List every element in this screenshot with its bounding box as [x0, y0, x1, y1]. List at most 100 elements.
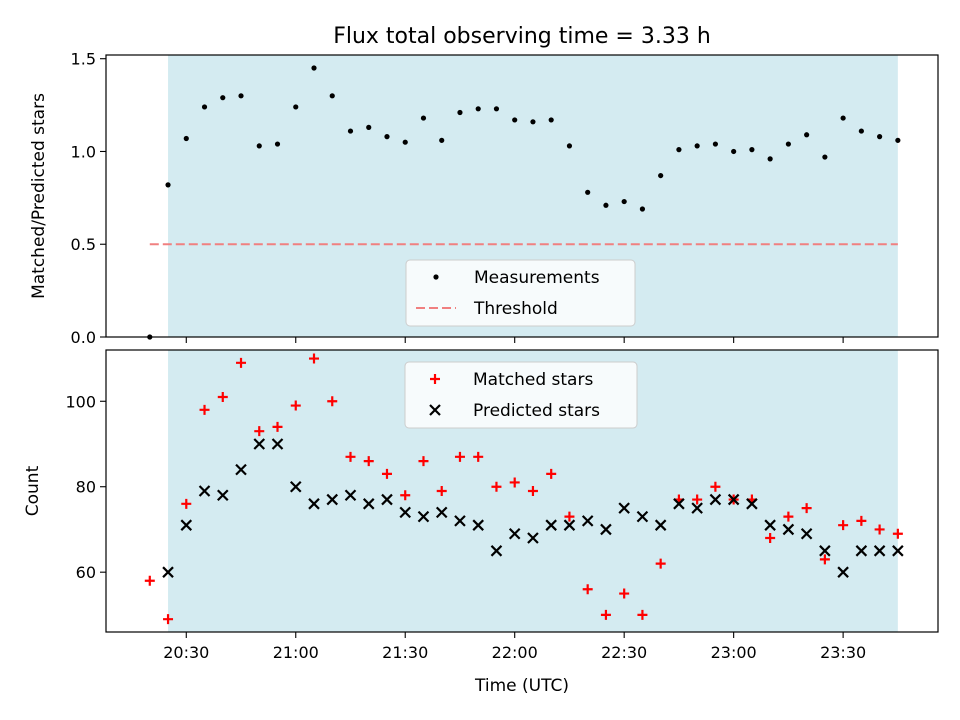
data-point	[420, 115, 427, 121]
data-point	[366, 124, 372, 130]
data-point	[454, 451, 465, 462]
data-point	[710, 481, 721, 492]
legend-marker	[430, 374, 440, 384]
data-point	[362, 498, 375, 510]
legend-marker	[429, 404, 441, 416]
data-point	[512, 117, 518, 123]
legend-marker	[433, 274, 439, 280]
data-point	[785, 141, 791, 147]
data-point	[691, 502, 703, 514]
data-point	[289, 480, 302, 493]
y-tick-label: 1.0	[71, 142, 96, 161]
x-tick-label: 22:00	[492, 643, 538, 662]
data-point	[673, 498, 685, 510]
data-point	[345, 451, 356, 462]
data-point	[637, 609, 648, 620]
axes-frame	[105, 54, 939, 338]
data-point	[636, 510, 649, 523]
data-point	[546, 468, 557, 479]
data-point	[436, 486, 447, 496]
y-tick-label: 0.5	[71, 235, 96, 254]
data-point	[654, 519, 667, 531]
legend-box	[404, 361, 638, 429]
data-point	[308, 498, 320, 510]
data-point	[639, 206, 646, 212]
axes-frame	[105, 349, 939, 633]
data-point	[545, 519, 557, 531]
x-tick-label: 21:00	[273, 643, 319, 662]
data-point	[220, 95, 226, 101]
data-point	[493, 106, 500, 112]
data-point	[822, 154, 828, 160]
data-point	[530, 119, 536, 125]
data-point	[473, 451, 484, 462]
data-point	[895, 137, 901, 143]
data-point	[509, 477, 520, 488]
data-point	[490, 545, 503, 557]
x-tick-label: 20:30	[163, 643, 209, 662]
data-point	[566, 143, 573, 149]
data-point	[472, 519, 484, 531]
data-point	[309, 353, 319, 364]
data-point	[764, 519, 776, 531]
data-point	[838, 520, 849, 531]
data-point	[435, 506, 448, 519]
data-point	[238, 93, 244, 99]
data-point	[381, 468, 392, 479]
top-panel-ratio: 0.0 0.5 1.0 1.5 Matched/Predicted stars Measu…	[29, 50, 939, 347]
data-point	[892, 528, 903, 539]
data-point	[271, 438, 284, 450]
data-point	[874, 524, 885, 535]
y-axis-label: Count	[23, 465, 43, 516]
data-point	[198, 485, 211, 497]
data-point	[384, 134, 390, 140]
data-point	[585, 189, 591, 195]
y-tick-label: 80	[76, 478, 96, 497]
data-point	[800, 527, 813, 540]
data-point	[199, 404, 210, 415]
data-point	[163, 614, 174, 625]
data-point	[235, 463, 247, 476]
y-tick-label: 0.0	[71, 328, 96, 347]
figure-title: Flux total observing time = 3.33 h	[333, 24, 711, 49]
data-point	[236, 357, 247, 368]
y-axis-label: Matched/Predicted stars	[29, 93, 49, 299]
data-point	[727, 493, 740, 506]
legend-label: Predicted stars	[473, 401, 600, 421]
data-point	[603, 202, 609, 208]
data-point	[274, 141, 281, 147]
y-tick-label: 100	[65, 392, 96, 411]
data-point	[676, 147, 682, 153]
data-point	[819, 545, 831, 557]
data-point	[709, 493, 722, 506]
data-point	[582, 584, 593, 595]
data-point	[326, 493, 339, 506]
data-point	[749, 147, 755, 153]
legend-label: Matched stars	[473, 370, 593, 390]
data-point	[731, 148, 737, 155]
data-point	[600, 523, 612, 536]
data-point	[563, 519, 576, 531]
data-point	[327, 396, 338, 407]
data-point	[858, 128, 864, 134]
data-point	[621, 198, 627, 205]
data-point	[347, 128, 354, 134]
series-0	[147, 65, 901, 340]
legend-label: Threshold	[473, 299, 558, 319]
data-point	[548, 117, 554, 123]
data-point	[619, 588, 630, 599]
data-point	[439, 137, 445, 143]
data-point	[144, 575, 155, 586]
data-point	[801, 503, 812, 514]
y-tick-label: 1.5	[71, 50, 96, 69]
data-point	[782, 523, 795, 536]
data-point	[837, 566, 849, 578]
data-point	[712, 141, 719, 147]
data-point	[840, 115, 846, 121]
data-point	[217, 392, 228, 402]
data-point	[873, 545, 886, 557]
series-1	[162, 438, 904, 578]
legend: Measurements Threshold	[405, 259, 636, 327]
x-tick-label: 23:00	[711, 643, 757, 662]
